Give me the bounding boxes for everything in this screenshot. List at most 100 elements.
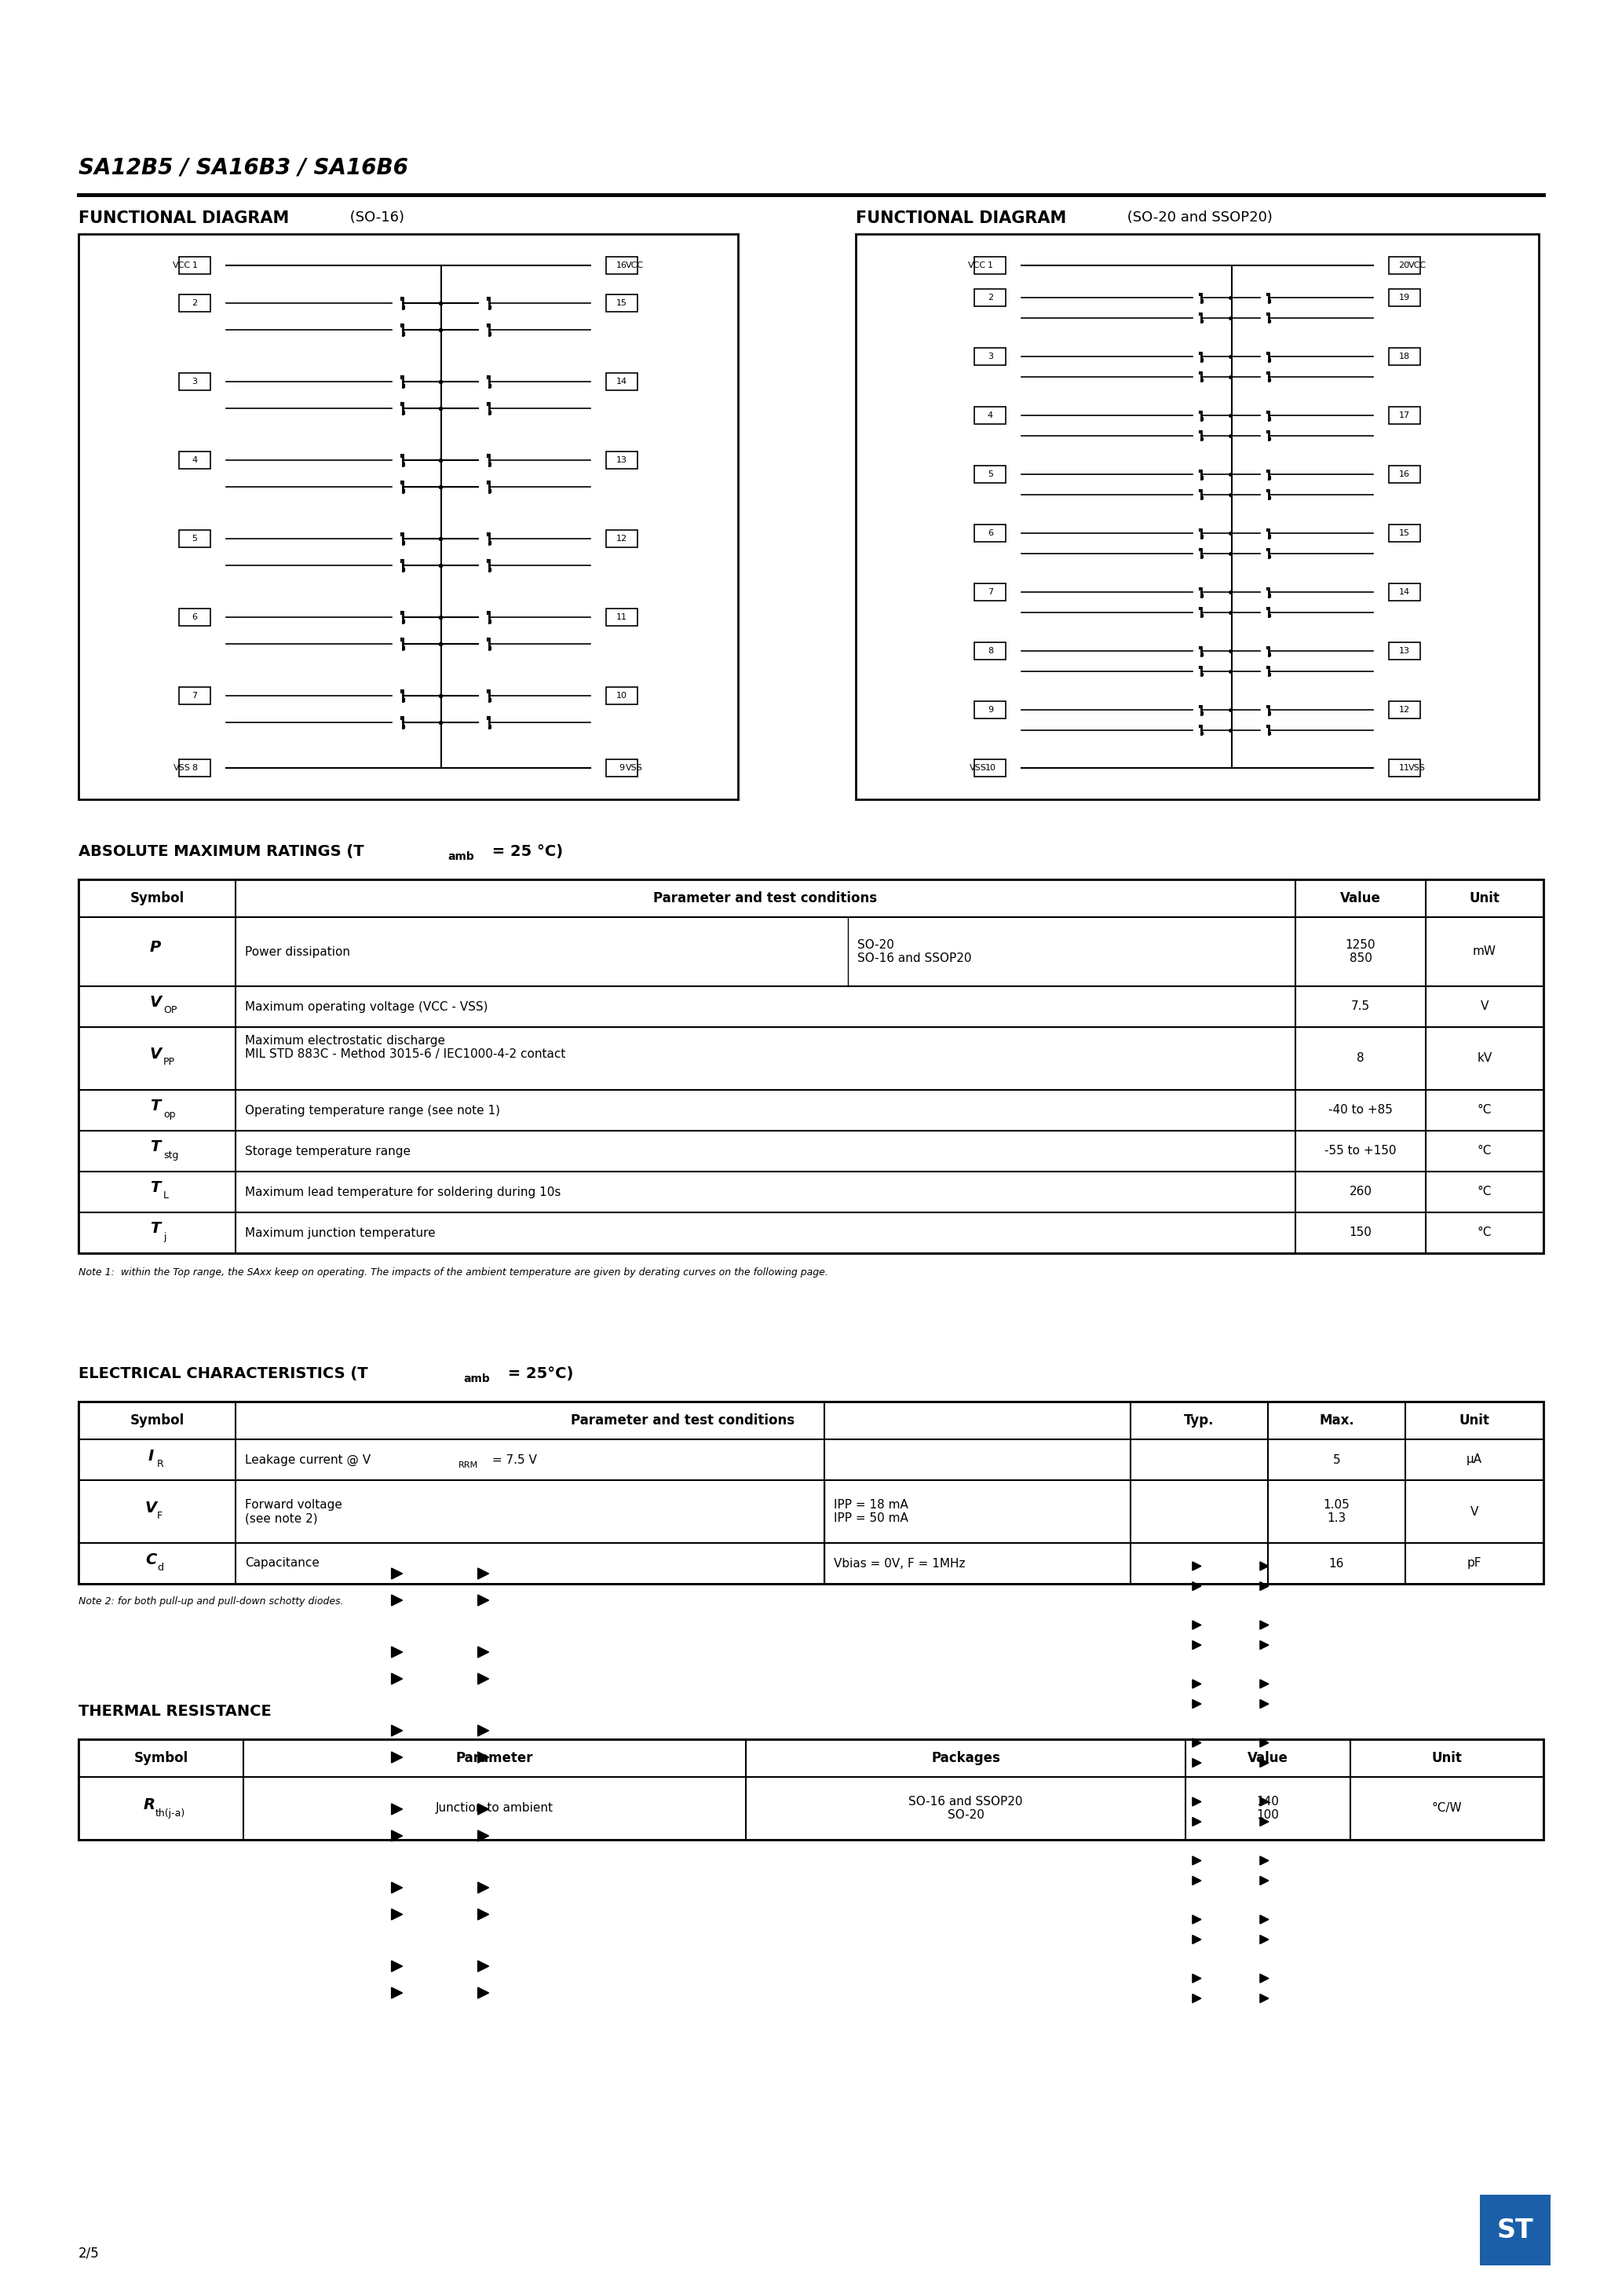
Text: = 25 °C): = 25 °C) <box>487 845 563 859</box>
Text: j: j <box>164 1231 165 1242</box>
Polygon shape <box>1260 1855 1268 1864</box>
Bar <box>975 700 1006 719</box>
Bar <box>178 608 211 627</box>
Text: 2: 2 <box>988 294 993 301</box>
Polygon shape <box>478 1961 488 1972</box>
Text: SO-20
SO-16 and SSOP20: SO-20 SO-16 and SSOP20 <box>858 939 972 964</box>
Polygon shape <box>1260 1561 1268 1570</box>
Text: 4: 4 <box>191 457 198 464</box>
Text: 2: 2 <box>191 298 198 308</box>
Text: VCC: VCC <box>172 262 191 269</box>
Bar <box>1388 466 1419 482</box>
Text: = 25°C): = 25°C) <box>503 1366 574 1382</box>
Text: V: V <box>149 1047 161 1063</box>
Text: L: L <box>164 1192 169 1201</box>
Text: ABSOLUTE MAXIMUM RATINGS (T: ABSOLUTE MAXIMUM RATINGS (T <box>78 845 363 859</box>
Text: °C/W: °C/W <box>1432 1802 1461 1814</box>
Text: Forward voltage
(see note 2): Forward voltage (see note 2) <box>245 1499 342 1525</box>
Bar <box>178 257 211 273</box>
Text: 8: 8 <box>988 647 993 654</box>
Text: th(j-a): th(j-a) <box>156 1807 185 1818</box>
Polygon shape <box>391 1908 402 1919</box>
Polygon shape <box>1192 1738 1202 1747</box>
Text: VSS: VSS <box>1408 765 1426 771</box>
Polygon shape <box>478 1596 488 1605</box>
Text: kV: kV <box>1478 1052 1492 1065</box>
Bar <box>78 234 738 799</box>
Bar <box>975 643 1006 659</box>
Text: 15: 15 <box>1398 530 1410 537</box>
Bar <box>1388 349 1419 365</box>
Text: -55 to +150: -55 to +150 <box>1325 1146 1397 1157</box>
Text: VSS: VSS <box>174 765 191 771</box>
Text: VCC: VCC <box>1408 262 1426 269</box>
Polygon shape <box>478 1883 488 1894</box>
Text: (SO-20 and SSOP20): (SO-20 and SSOP20) <box>1122 211 1273 225</box>
Polygon shape <box>1260 1975 1268 1984</box>
Text: Operating temperature range (see note 1): Operating temperature range (see note 1) <box>245 1104 500 1116</box>
Text: THERMAL RESISTANCE: THERMAL RESISTANCE <box>78 1704 271 1720</box>
Text: Maximum operating voltage (VCC - VSS): Maximum operating voltage (VCC - VSS) <box>245 1001 488 1013</box>
Text: 1.05
1.3: 1.05 1.3 <box>1324 1499 1350 1525</box>
Polygon shape <box>1192 1915 1202 1924</box>
Bar <box>607 530 637 546</box>
Text: 5: 5 <box>1333 1453 1340 1465</box>
Text: Packages: Packages <box>931 1752 1001 1766</box>
Text: 1: 1 <box>988 262 993 269</box>
Text: 20: 20 <box>1398 262 1410 269</box>
Polygon shape <box>391 1752 402 1763</box>
Bar <box>1388 760 1419 776</box>
Polygon shape <box>391 1724 402 1736</box>
Text: ST: ST <box>1497 2218 1533 2243</box>
Text: 19: 19 <box>1398 294 1410 301</box>
Bar <box>975 466 1006 482</box>
Text: 7: 7 <box>191 691 198 700</box>
Polygon shape <box>391 1646 402 1658</box>
Polygon shape <box>1192 1759 1202 1768</box>
Bar <box>1388 406 1419 425</box>
Text: Typ.: Typ. <box>1184 1414 1215 1428</box>
Text: Value: Value <box>1340 891 1380 905</box>
Bar <box>178 452 211 468</box>
Text: V: V <box>144 1499 157 1515</box>
Text: Note 1:  within the Top range, the SAxx keep on operating. The impacts of the am: Note 1: within the Top range, the SAxx k… <box>78 1267 829 1277</box>
Bar <box>1388 523 1419 542</box>
Bar <box>1388 289 1419 305</box>
Text: 11: 11 <box>1398 765 1410 771</box>
Text: 16: 16 <box>616 262 628 269</box>
Text: Capacitance: Capacitance <box>245 1557 320 1568</box>
Text: mW: mW <box>1473 946 1497 957</box>
Polygon shape <box>1260 1798 1268 1807</box>
Text: °C: °C <box>1478 1146 1492 1157</box>
Text: 18: 18 <box>1398 354 1410 360</box>
Text: 5: 5 <box>988 471 993 478</box>
Bar <box>975 349 1006 365</box>
Text: 150: 150 <box>1350 1226 1372 1240</box>
Bar <box>975 760 1006 776</box>
Text: SO-16 and SSOP20
SO-20: SO-16 and SSOP20 SO-20 <box>908 1795 1023 1821</box>
Text: (SO-16): (SO-16) <box>345 211 404 225</box>
Text: Parameter and test conditions: Parameter and test conditions <box>571 1414 795 1428</box>
Text: stg: stg <box>164 1150 178 1159</box>
Bar <box>1388 583 1419 602</box>
Text: 1: 1 <box>191 262 198 269</box>
Polygon shape <box>1260 1582 1268 1591</box>
Text: C: C <box>144 1552 156 1566</box>
Text: 4: 4 <box>988 411 993 420</box>
Bar <box>607 760 637 776</box>
Polygon shape <box>1192 1561 1202 1570</box>
Text: Parameter: Parameter <box>456 1752 534 1766</box>
Text: F: F <box>157 1511 162 1522</box>
Polygon shape <box>1260 1642 1268 1649</box>
Polygon shape <box>391 1805 402 1814</box>
Polygon shape <box>391 1568 402 1580</box>
Polygon shape <box>1260 1936 1268 1945</box>
Bar <box>975 523 1006 542</box>
Text: ELECTRICAL CHARACTERISTICS (T: ELECTRICAL CHARACTERISTICS (T <box>78 1366 368 1382</box>
Text: °C: °C <box>1478 1104 1492 1116</box>
Polygon shape <box>391 1674 402 1685</box>
Bar <box>856 234 1539 799</box>
Text: 140
100: 140 100 <box>1257 1795 1280 1821</box>
Text: 1250
850: 1250 850 <box>1346 939 1375 964</box>
Polygon shape <box>478 1724 488 1736</box>
